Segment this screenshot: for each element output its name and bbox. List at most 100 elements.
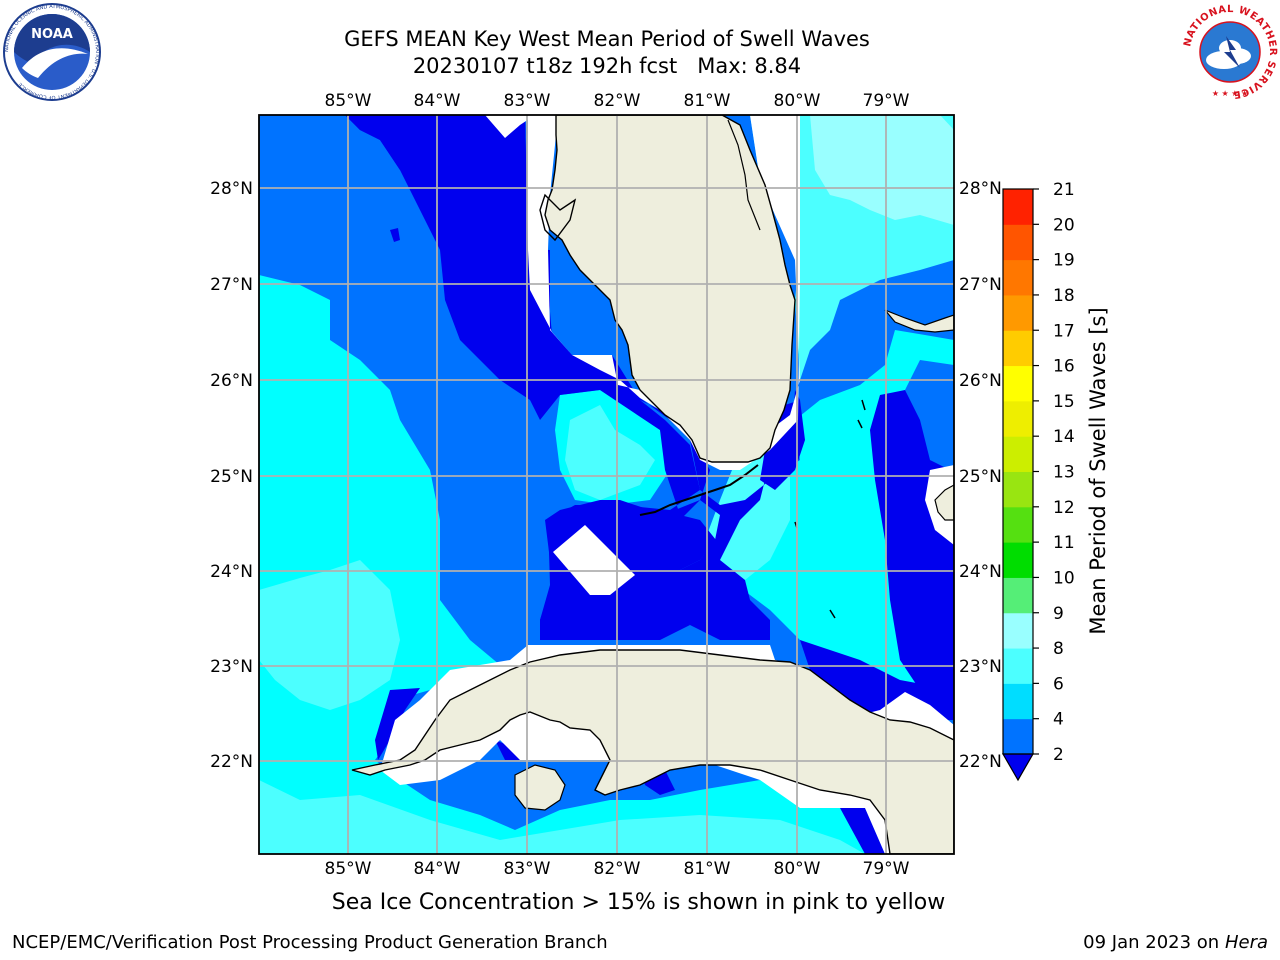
colorbar-ticks: 2 4 6 8 9 10 11 12 13 14 15 16 17 18 19 20 21 bbox=[1033, 180, 1075, 765]
colorbar-tick-label: 11 bbox=[1053, 533, 1075, 553]
colorbar: 2 4 6 8 9 10 11 12 13 14 15 16 17 18 19 20 21 Mean Perio… bbox=[1001, 180, 1110, 782]
colorbar-tick-label: 14 bbox=[1053, 427, 1075, 447]
colorbar-tick-label: 19 bbox=[1053, 251, 1075, 271]
lon-label-top: 81°W bbox=[684, 91, 731, 111]
colorbar-swatch bbox=[1003, 612, 1033, 649]
colorbar-tick-label: 20 bbox=[1053, 215, 1075, 235]
swell-band-6-8-west bbox=[259, 560, 400, 710]
land-bahamas-cays bbox=[794, 399, 866, 619]
colorbar-swatches bbox=[1003, 189, 1033, 755]
colorbar-swatch bbox=[1003, 294, 1033, 331]
lat-label-left: 27°N bbox=[210, 275, 253, 295]
lat-labels-left: 28°N 27°N 26°N 25°N 24°N 23°N 22°N bbox=[210, 179, 253, 772]
lon-labels-bottom: 85°W 84°W 83°W 82°W 81°W 80°W 79°W bbox=[325, 859, 910, 879]
lon-label-bottom: 84°W bbox=[414, 859, 461, 879]
lat-label-left: 26°N bbox=[210, 371, 253, 391]
colorbar-swatch bbox=[1003, 330, 1033, 367]
colorbar-swatch bbox=[1003, 471, 1033, 508]
lon-label-top: 83°W bbox=[504, 91, 551, 111]
colorbar-swatch bbox=[1003, 365, 1033, 402]
chart-title: GEFS MEAN Key West Mean Period of Swell … bbox=[257, 26, 957, 80]
colorbar-tick-label: 18 bbox=[1053, 286, 1075, 306]
lat-label-right: 25°N bbox=[959, 467, 1002, 487]
colorbar-label: Mean Period of Swell Waves [s] bbox=[1086, 307, 1110, 634]
lat-label-right: 28°N bbox=[959, 179, 1002, 199]
lon-label-top: 84°W bbox=[414, 91, 461, 111]
colorbar-swatch bbox=[1003, 506, 1033, 543]
title-line-2: 20230107 t18z 192h fcst Max: 8.84 bbox=[412, 54, 802, 78]
lon-label-bottom: 80°W bbox=[774, 859, 821, 879]
colorbar-swatch bbox=[1003, 189, 1033, 225]
colorbar-swatch bbox=[1003, 718, 1033, 755]
lon-label-top: 79°W bbox=[863, 91, 910, 111]
noaa-logo-text: NOAA bbox=[31, 27, 73, 42]
colorbar-tick-label: 10 bbox=[1053, 568, 1075, 588]
lon-label-top: 85°W bbox=[325, 91, 372, 111]
swell-band-under-2-north bbox=[345, 115, 800, 640]
lon-labels-top: 85°W 84°W 83°W 82°W 81°W 80°W 79°W bbox=[325, 91, 910, 111]
lon-label-bottom: 79°W bbox=[863, 859, 910, 879]
colorbar-swatch bbox=[1003, 648, 1033, 684]
sea-ice-note: Sea Ice Concentration > 15% is shown in … bbox=[331, 890, 946, 915]
swell-band-under-2-north-main bbox=[345, 115, 716, 640]
svg-text:★ ★ ★ ★: ★ ★ ★ ★ bbox=[1212, 89, 1248, 98]
lat-label-left: 28°N bbox=[210, 179, 253, 199]
map-grid bbox=[259, 115, 954, 854]
swell-band-under-2-east bbox=[870, 390, 954, 700]
lat-label-right: 26°N bbox=[959, 371, 1002, 391]
no-data-patch-southeast-gulf bbox=[553, 525, 635, 595]
land-florida bbox=[544, 115, 796, 463]
colorbar-tick-label: 4 bbox=[1053, 710, 1064, 730]
colorbar-swatch bbox=[1003, 436, 1033, 472]
no-data-north bbox=[485, 115, 535, 138]
lon-label-bottom: 81°W bbox=[684, 859, 731, 879]
colorbar-swatch bbox=[1003, 400, 1033, 437]
lat-label-left: 25°N bbox=[210, 467, 253, 487]
colorbar-under-triangle bbox=[1001, 753, 1035, 782]
swell-band-6-8-lower-left bbox=[259, 780, 865, 854]
land-bahamas-grand bbox=[884, 309, 954, 333]
lat-label-left: 24°N bbox=[210, 562, 253, 582]
lon-label-top: 80°W bbox=[774, 91, 821, 111]
branch-credit: NCEP/EMC/Verification Post Processing Pr… bbox=[12, 932, 608, 953]
lon-label-bottom: 85°W bbox=[325, 859, 372, 879]
lat-label-left: 22°N bbox=[210, 752, 253, 772]
colorbar-swatch bbox=[1003, 577, 1033, 614]
lon-label-bottom: 82°W bbox=[594, 859, 641, 879]
land-florida-lake bbox=[727, 119, 761, 231]
colorbar-tick-label: 15 bbox=[1053, 392, 1075, 412]
colorbar-tick-label: 16 bbox=[1053, 357, 1075, 377]
nws-logo-icon: NATIONAL WEATHER SERVICE ★ ★ ★ ★ bbox=[1182, 4, 1278, 100]
lon-label-top: 82°W bbox=[594, 91, 641, 111]
map-field bbox=[259, 115, 954, 854]
colorbar-swatch bbox=[1003, 683, 1033, 720]
map-frame bbox=[258, 114, 955, 855]
render-host: Hera bbox=[1224, 932, 1268, 953]
lat-label-right: 24°N bbox=[959, 562, 1002, 582]
lat-label-left: 23°N bbox=[210, 657, 253, 677]
colorbar-tick-label: 21 bbox=[1053, 180, 1075, 200]
swell-band-8-9-east bbox=[810, 115, 954, 225]
colorbar-swatch bbox=[1003, 542, 1033, 578]
lat-labels-right: 28°N 27°N 26°N 25°N 24°N 23°N 22°N bbox=[959, 179, 1002, 772]
colorbar-tick-label: 9 bbox=[1053, 604, 1064, 624]
colorbar-tick-label: 8 bbox=[1053, 639, 1064, 659]
colorbar-swatch bbox=[1003, 224, 1033, 261]
colorbar-tick-label: 17 bbox=[1053, 321, 1075, 341]
lat-label-right: 22°N bbox=[959, 752, 1002, 772]
noaa-logo-icon: NATIONAL OCEANIC AND ATMOSPHERIC ADMINIS… bbox=[3, 3, 101, 101]
land-bahamas-andros bbox=[934, 484, 954, 521]
lat-label-right: 27°N bbox=[959, 275, 1002, 295]
colorbar-tick-label: 13 bbox=[1053, 463, 1075, 483]
swell-band-under-2-gulf-spot bbox=[390, 228, 400, 242]
lat-label-right: 23°N bbox=[959, 657, 1002, 677]
land-florida-west-coast bbox=[539, 193, 577, 242]
render-date-text: 09 Jan 2023 on bbox=[1083, 932, 1225, 953]
colorbar-tick-label: 12 bbox=[1053, 498, 1075, 518]
swell-band-under-2-south-east bbox=[840, 808, 885, 854]
colorbar-swatch bbox=[1003, 259, 1033, 296]
colorbar-tick-label: 2 bbox=[1053, 745, 1064, 765]
land-florida-keys bbox=[639, 464, 759, 516]
colorbar-tick-label: 6 bbox=[1053, 674, 1064, 694]
